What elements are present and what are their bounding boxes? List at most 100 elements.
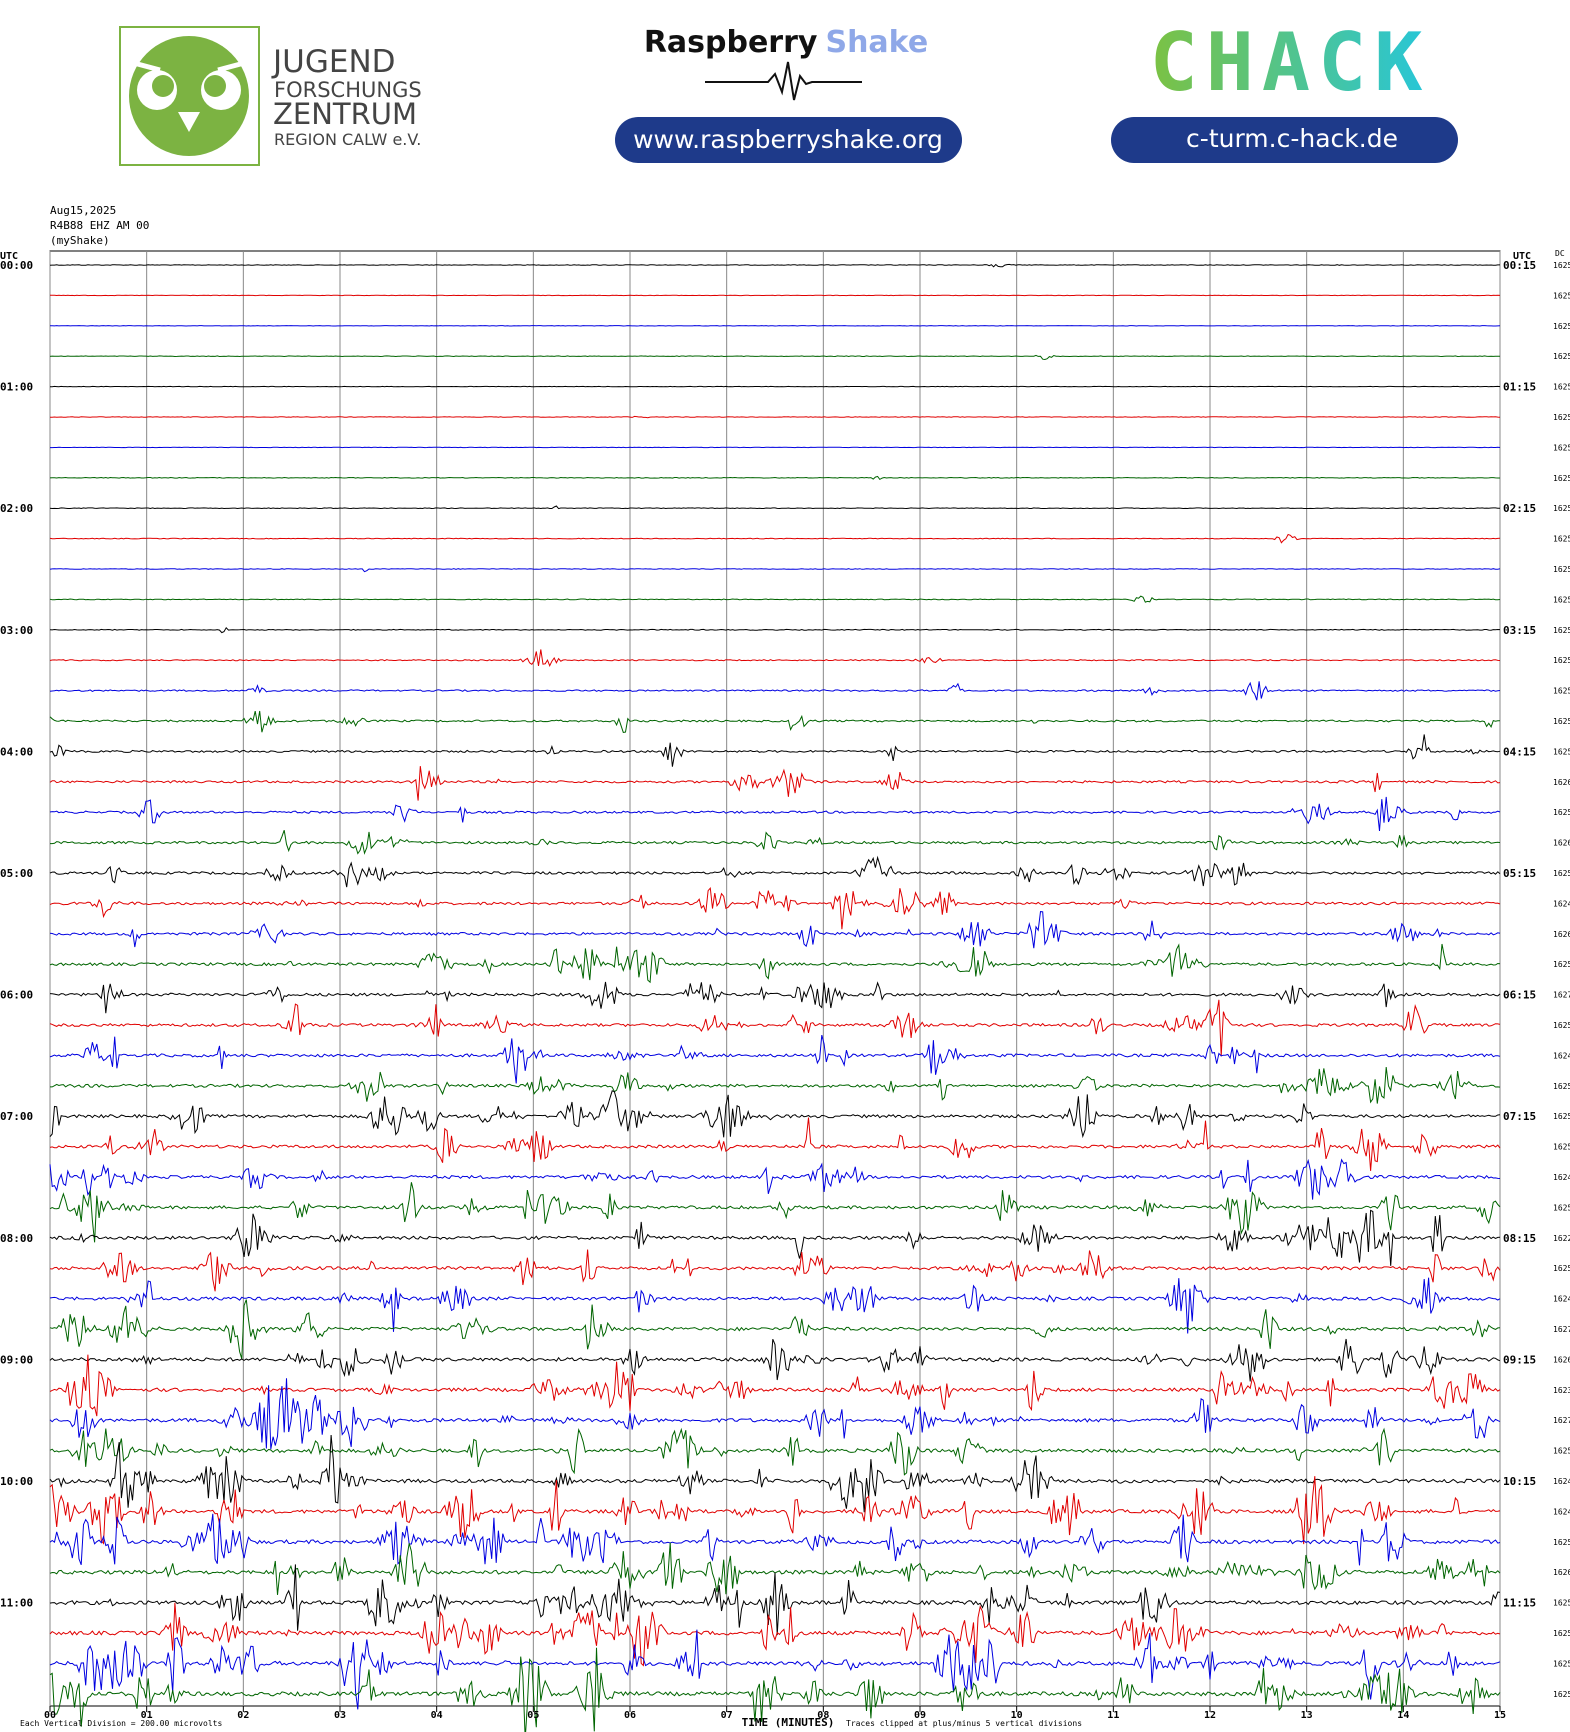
seismic-trace: [49, 1378, 1501, 1450]
dc-value: 16253: [1553, 1143, 1570, 1152]
dc-value: 16255: [1553, 565, 1570, 574]
chack-pill[interactable]: [1111, 117, 1458, 163]
seismic-trace: [49, 1564, 1501, 1636]
jfz-line-3: ZENTRUM: [273, 97, 417, 131]
seismic-trace: [49, 1299, 1501, 1359]
seismic-trace: [49, 1158, 1501, 1200]
seismic-trace: [49, 1434, 1501, 1513]
seismic-trace: [49, 766, 1501, 801]
jfz-logo-frame: [119, 26, 260, 166]
chack-url[interactable]: c-turm.c-hack.de: [1186, 124, 1398, 153]
seismic-trace: [49, 1249, 1501, 1292]
seismic-trace: [49, 1117, 1501, 1171]
raspberryshake-link[interactable]: www.raspberryshake.org: [615, 117, 962, 163]
dc-value: 16260: [1553, 778, 1570, 787]
x-tick-label: 00: [44, 1710, 56, 1721]
right-hour-label: 10:15: [1503, 1475, 1536, 1488]
dc-value: 16255: [1553, 687, 1570, 696]
dc-value: 16270: [1553, 991, 1570, 1000]
dc-value: 16262: [1553, 1355, 1570, 1364]
right-hour-label: 11:15: [1503, 1597, 1536, 1610]
dc-value: 16256: [1553, 443, 1570, 452]
dc-value: 16263: [1553, 839, 1570, 848]
x-tick-label: 02: [237, 1710, 249, 1721]
seismic-trace: [49, 1209, 1501, 1266]
seismic-trace: [49, 1338, 1501, 1382]
seismic-trace: [49, 796, 1501, 832]
station-id: R4B88 EHZ AM 00: [50, 219, 149, 232]
left-hour-label: 10:00: [0, 1475, 33, 1488]
seismic-trace: [49, 999, 1501, 1057]
dc-value: 16252: [1553, 1690, 1570, 1699]
x-tick-label: 01: [141, 1710, 153, 1721]
seismic-trace: [49, 475, 1500, 481]
x-tick-label: 04: [431, 1710, 443, 1721]
seismic-trace: [49, 911, 1501, 949]
seismic-trace: [49, 1090, 1501, 1139]
seismic-trace: [49, 1182, 1501, 1243]
dc-value: 16254: [1553, 535, 1570, 544]
raspberryshake-url[interactable]: www.raspberryshake.org: [633, 125, 943, 154]
chack-link[interactable]: c-turm.c-hack.de: [1111, 117, 1458, 163]
seismic-trace: [49, 263, 1500, 268]
left-hour-label: 01:00: [0, 381, 33, 394]
right-hour-label: 08:15: [1503, 1232, 1536, 1245]
right-hour-label: 05:15: [1503, 867, 1536, 880]
jfz-line-2: FORSCHUNGS: [274, 78, 422, 102]
footer-scale-note: Each Vertical Division = 200.00 microvol…: [20, 1719, 222, 1728]
raspberry-shake-logo: Raspberry Shake: [644, 25, 928, 101]
dc-value: 16255: [1553, 322, 1570, 331]
jfz-logo: JUGEND FORSCHUNGS ZENTRUM REGION CALW e.…: [119, 26, 422, 166]
seismic-trace: [49, 533, 1501, 544]
seismic-trace: [49, 1629, 1501, 1710]
seismic-trace: [49, 1476, 1501, 1545]
right-hour-label: 02:15: [1503, 502, 1536, 515]
left-hour-labels: 00:00 01:00 02:00 03:00 04:00 05:00 06:00 07:00…: [0, 259, 33, 1610]
seismic-trace: [49, 1034, 1501, 1084]
left-hour-label: 02:00: [0, 502, 33, 515]
left-hour-label: 06:00: [0, 989, 33, 1002]
x-tick-label: 05: [527, 1710, 539, 1721]
x-tick-label: 14: [1397, 1710, 1409, 1721]
dc-value: 16264: [1553, 1568, 1570, 1577]
x-tick-label: 12: [1204, 1710, 1216, 1721]
dc-value: 16255: [1553, 383, 1570, 392]
grid-layer: [49, 251, 1501, 1706]
seismic-trace: [49, 649, 1501, 667]
chack-logo: CHACK: [1150, 16, 1431, 109]
dc-value: 16255: [1553, 504, 1570, 513]
right-hour-label: 07:15: [1503, 1110, 1536, 1123]
seismic-trace: [50, 415, 1501, 419]
seismic-trace: [49, 1427, 1501, 1476]
dc-value: 16270: [1553, 1325, 1570, 1334]
dc-value: 16259: [1553, 717, 1570, 726]
left-hour-label: 03:00: [0, 624, 33, 637]
raspberryshake-pill[interactable]: [615, 117, 962, 163]
seismic-trace: [49, 681, 1501, 701]
dc-value: 16258: [1553, 474, 1570, 483]
x-tick-label: 11: [1107, 1710, 1119, 1721]
seismic-trace: [49, 595, 1501, 603]
dc-value: 16256: [1553, 413, 1570, 422]
dc-value: 16256: [1553, 808, 1570, 817]
left-hour-label: 04:00: [0, 745, 33, 758]
shake-word: Shake: [825, 25, 928, 60]
helicorder-chart: UTC UTC DC 00:00 01:00 02:00 03:00 04:00 05:0…: [0, 249, 1570, 1732]
dc-value: 16254: [1553, 291, 1570, 300]
raspberry-word: Raspberry: [644, 25, 818, 60]
x-tick-label: 13: [1301, 1710, 1313, 1721]
seismic-trace: [49, 354, 1501, 361]
x-tick-label: 10: [1011, 1710, 1023, 1721]
dc-value: 16253: [1553, 1021, 1570, 1030]
right-hour-label: 09:15: [1503, 1353, 1536, 1366]
left-axis-label: UTC: [0, 251, 18, 262]
dc-value: 16247: [1553, 1507, 1570, 1516]
dc-value: 16248: [1553, 1295, 1570, 1304]
seismic-trace: [49, 734, 1501, 767]
dc-column-label: DC: [1555, 249, 1565, 258]
